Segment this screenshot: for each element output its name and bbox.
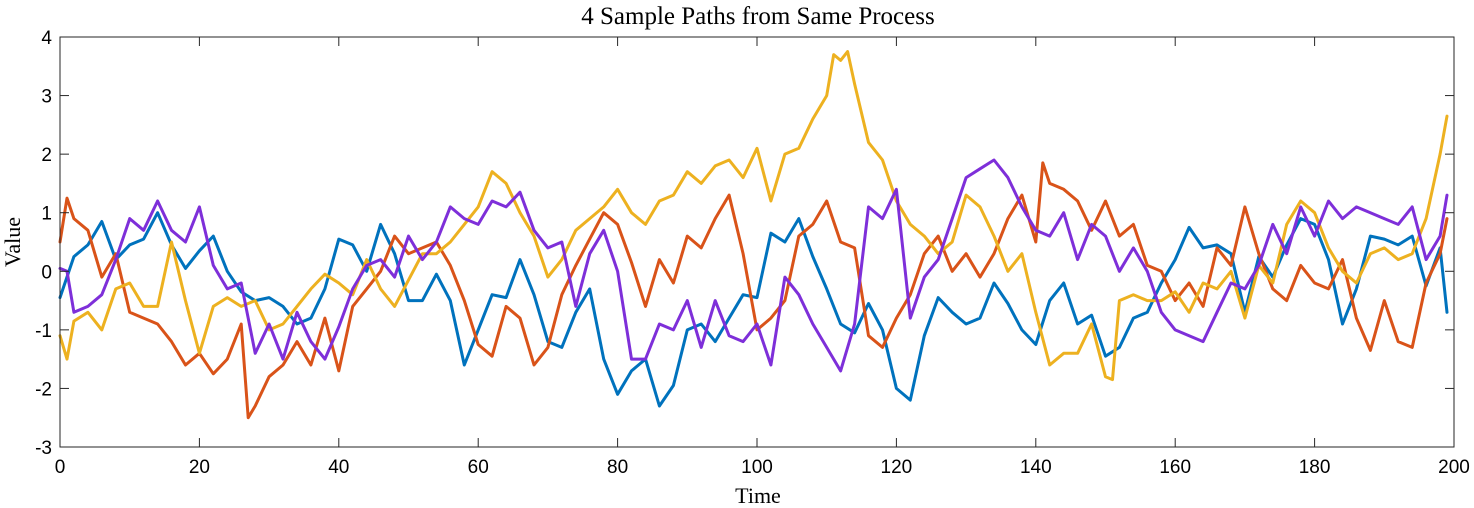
y-tick-label: -2 — [35, 379, 52, 400]
y-tick-label: 2 — [41, 145, 52, 166]
x-tick-label: 180 — [1299, 457, 1331, 478]
y-tick-label: 4 — [41, 28, 52, 49]
tick-labels: 0 20 40 60 80 100 120 140 160 180 200 -3 -2 -1 0 1 2 3 4 — [35, 28, 1470, 478]
x-tick-label: 0 — [55, 457, 66, 478]
chart-title: 4 Sample Paths from Same Process — [581, 3, 934, 30]
series-line-2 — [58, 161, 1449, 420]
series-lines — [58, 50, 1449, 420]
y-tick-label: -1 — [35, 321, 52, 342]
series-line-3 — [58, 50, 1449, 382]
y-tick-label: -3 — [35, 438, 52, 459]
y-tick-label: 0 — [41, 262, 52, 283]
y-tick-label: 1 — [41, 204, 52, 225]
x-tick-label: 100 — [741, 457, 773, 478]
x-tick-label: 40 — [328, 457, 349, 478]
x-tick-label: 160 — [1159, 457, 1191, 478]
y-tick-label: 3 — [41, 87, 52, 108]
x-tick-label: 80 — [607, 457, 628, 478]
series-line-4 — [58, 158, 1449, 373]
x-tick-label: 140 — [1020, 457, 1052, 478]
axes-box — [59, 36, 1455, 448]
x-tick-label: 200 — [1438, 457, 1470, 478]
x-tick-label: 60 — [468, 457, 489, 478]
x-tick-label: 20 — [189, 457, 210, 478]
tick-marks — [59, 36, 1455, 448]
y-axis-label: Value — [0, 217, 25, 267]
x-tick-label: 120 — [881, 457, 913, 478]
axes — [59, 36, 1455, 448]
series-line-1 — [58, 211, 1449, 408]
x-axis-label: Time — [735, 483, 781, 508]
